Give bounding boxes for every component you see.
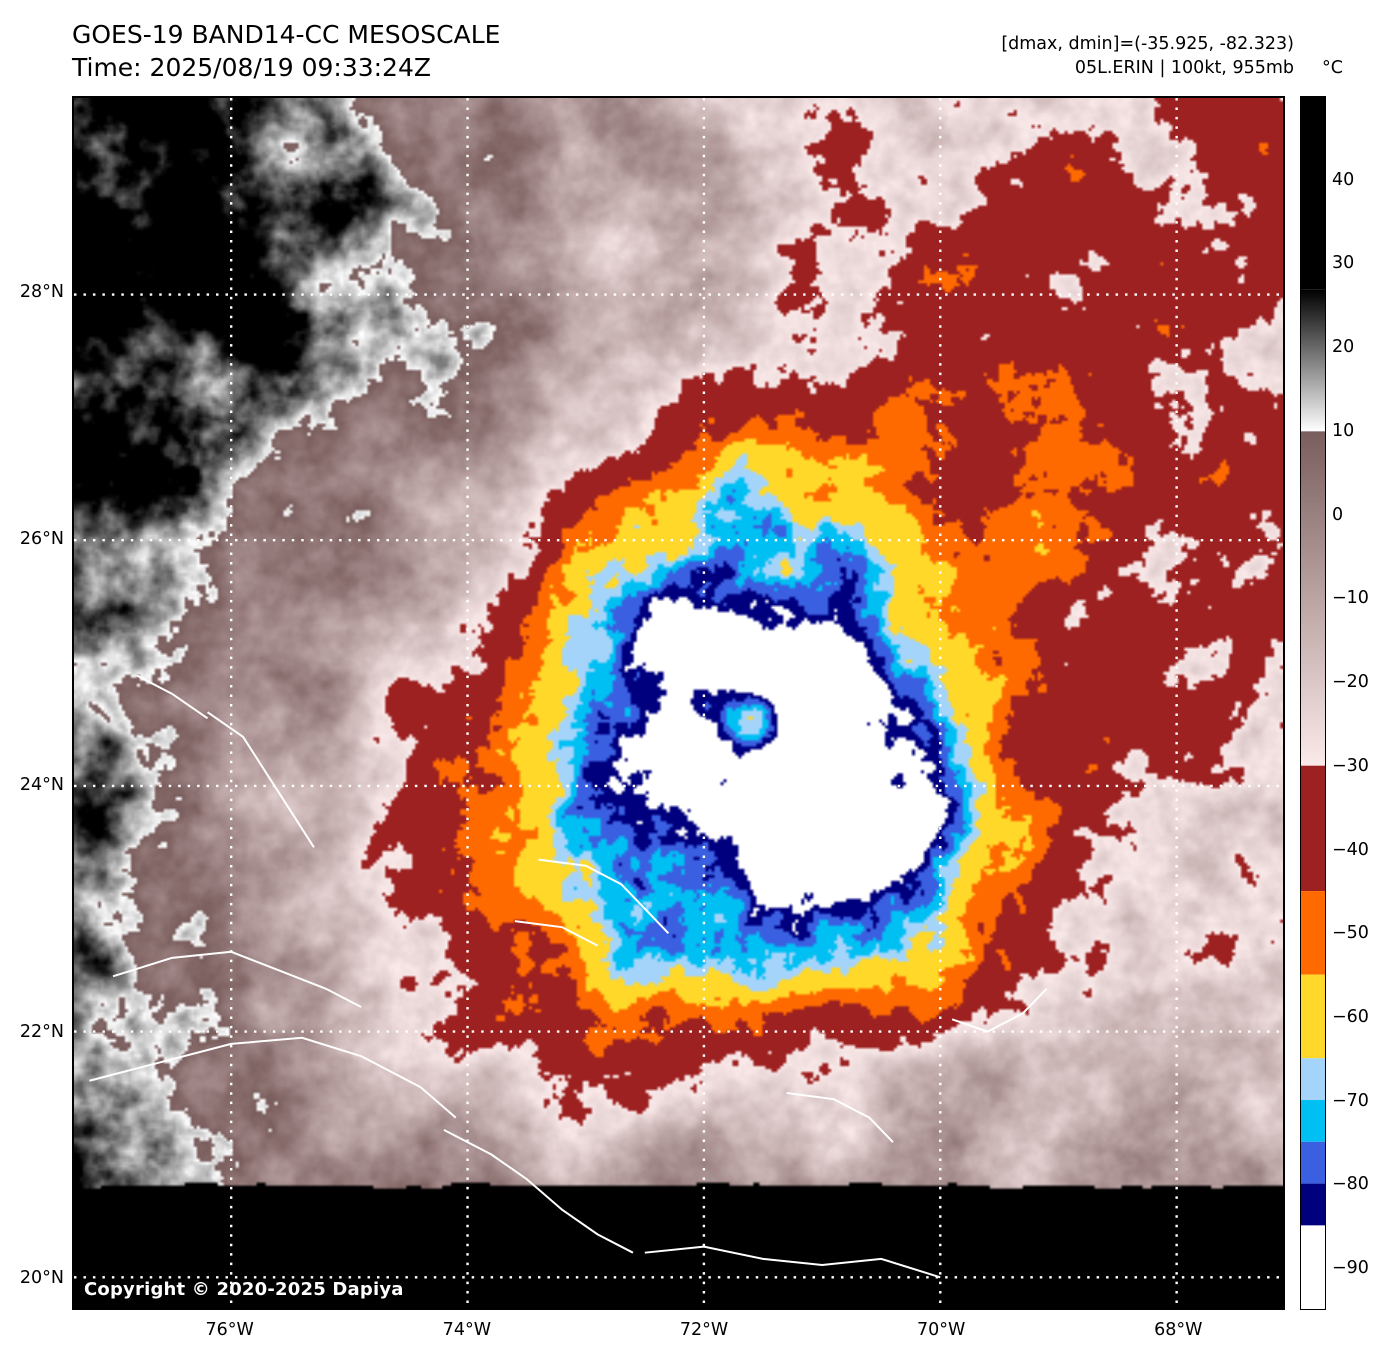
colorbar-tick-minus20: −20 — [1332, 672, 1369, 693]
colorbar-tick-minus50: −50 — [1332, 923, 1369, 944]
colorbar-tick-minus30: −30 — [1332, 755, 1369, 776]
dmax-dmin-label: [dmax, dmin]=(-35.925, -82.323) — [1001, 34, 1294, 54]
colorbar-gradient — [1301, 97, 1325, 1309]
xtick-74°W: 74°W — [442, 1320, 492, 1340]
colorbar-tick-minus80: −80 — [1332, 1174, 1369, 1195]
timestamp-label: Time: 2025/08/19 09:33:24Z — [72, 53, 431, 82]
ytick-22°N: 22°N — [19, 1021, 64, 1042]
satellite-field — [74, 98, 1283, 1308]
coastline-5 — [136, 674, 209, 720]
ytick-20°N: 20°N — [19, 1268, 64, 1289]
colorbar-tick-minus10: −10 — [1332, 588, 1369, 609]
coastline-4 — [206, 711, 315, 848]
coastline-7 — [514, 920, 599, 947]
ytick-24°N: 24°N — [19, 775, 64, 796]
colorbar-unit-label: °C — [1322, 58, 1343, 78]
colorbar-tick-minus40: −40 — [1332, 839, 1369, 860]
colorbar-tick-minus90: −90 — [1332, 1258, 1369, 1279]
colorbar[interactable] — [1300, 96, 1326, 1310]
title-block: GOES-19 BAND14-CC MESOSCALE Time: 2025/0… — [72, 18, 500, 84]
coastline-9 — [786, 1092, 894, 1143]
copyright-label: Copyright © 2020-2025 Dapiya — [84, 1279, 404, 1300]
xtick-72°W: 72°W — [679, 1320, 729, 1340]
coastline-8 — [951, 987, 1048, 1033]
coastline-3 — [644, 1245, 941, 1279]
colorbar-tick-20: 20 — [1332, 337, 1355, 358]
coastline-1 — [89, 1036, 457, 1119]
colorbar-tick-30: 30 — [1332, 253, 1355, 274]
colorbar-tick-minus70: −70 — [1332, 1090, 1369, 1111]
header-info: [dmax, dmin]=(-35.925, -82.323) 05L.ERIN… — [1001, 32, 1294, 80]
coastline-6 — [538, 858, 670, 935]
page-title: GOES-19 BAND14-CC MESOSCALE — [72, 20, 501, 49]
satellite-image-plot[interactable] — [72, 96, 1285, 1310]
colorbar-tick-40: 40 — [1332, 169, 1355, 190]
colorbar-tick-0: 0 — [1332, 504, 1344, 525]
coastline-2 — [443, 1129, 634, 1254]
xtick-68°W: 68°W — [1154, 1320, 1203, 1340]
storm-info-label: 05L.ERIN | 100kt, 955mb — [1074, 58, 1294, 78]
brightness-temperature-raster — [74, 98, 1283, 1308]
xtick-70°W: 70°W — [916, 1320, 966, 1340]
ytick-28°N: 28°N — [19, 282, 64, 303]
ytick-26°N: 26°N — [19, 528, 64, 549]
coastline-0 — [112, 950, 362, 1008]
colorbar-tick-10: 10 — [1332, 420, 1355, 441]
colorbar-tick-minus60: −60 — [1332, 1006, 1369, 1027]
xtick-76°W: 76°W — [205, 1320, 254, 1340]
